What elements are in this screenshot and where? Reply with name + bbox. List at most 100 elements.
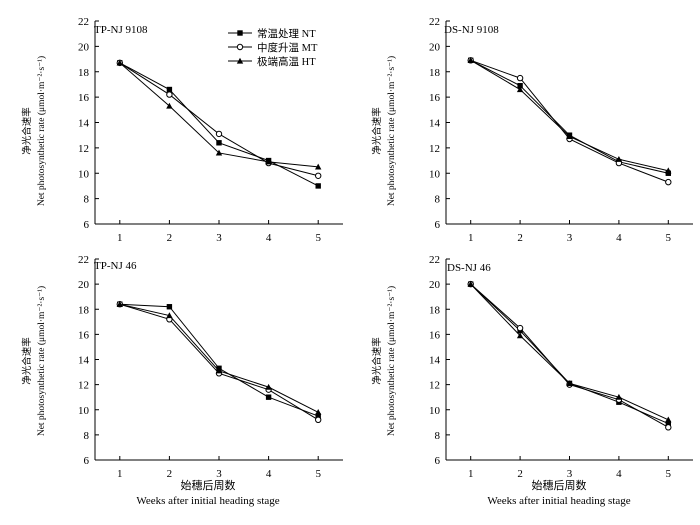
- panel-title: TP-NJ 46: [94, 260, 137, 272]
- series-square: [468, 57, 671, 176]
- triangle-marker: [516, 332, 524, 339]
- y-tick-label: 12: [78, 143, 89, 155]
- triangle-marker: [566, 380, 573, 386]
- square-marker: [665, 420, 671, 427]
- legend-item-mt: 中度升温 MT: [228, 41, 318, 54]
- triangle-marker: [665, 167, 672, 174]
- legend-label: 常温处理 NT: [257, 27, 316, 40]
- circle-marker: [516, 324, 524, 332]
- y-tick-label: 18: [78, 304, 90, 316]
- x-tick-label: 2: [517, 468, 523, 480]
- triangle-marker: [116, 300, 123, 307]
- series-line: [119, 303, 319, 417]
- square-marker: [265, 394, 272, 400]
- series-line: [119, 303, 319, 413]
- circle-marker: [215, 130, 223, 138]
- y-tick-label: 20: [78, 279, 90, 291]
- triangle-marker: [615, 393, 623, 400]
- x-axis-label-en: Weeks after initial heading stage: [136, 495, 279, 507]
- series-triangle: [116, 300, 322, 415]
- y-tick-label: 10: [78, 405, 90, 417]
- square-marker: [517, 83, 523, 89]
- x-tick-label: 4: [616, 232, 622, 244]
- y-tick-label: 14: [429, 118, 441, 130]
- triangle-marker: [116, 59, 123, 66]
- y-tick-label: 18: [78, 67, 90, 79]
- x-tick-label: 3: [216, 232, 222, 244]
- y-tick-label: 14: [78, 118, 90, 130]
- circle-marker: [315, 416, 322, 423]
- square-marker: [216, 140, 222, 146]
- series-line: [470, 283, 669, 421]
- y-tick-label: 8: [435, 430, 441, 442]
- y-tick-label: 20: [78, 41, 90, 53]
- x-tick-label: 4: [616, 468, 622, 480]
- series-line: [470, 283, 669, 425]
- y-tick-label: 16: [429, 92, 441, 104]
- x-tick-label: 1: [468, 232, 474, 244]
- x-tick-label: 2: [167, 468, 173, 480]
- triangle-marker: [166, 102, 173, 109]
- y-tick-label: 16: [429, 329, 441, 341]
- y-axis-label-cn: 净光合速率: [371, 337, 383, 385]
- y-tick-label: 20: [429, 279, 441, 291]
- square-marker: [315, 183, 321, 189]
- circle-marker-icon: [236, 43, 244, 51]
- x-axis-label-en: Weeks after initial heading stage: [487, 495, 630, 507]
- y-tick-label: 22: [78, 16, 89, 28]
- square-marker-icon: [237, 30, 243, 36]
- triangle-marker: [315, 163, 322, 170]
- triangle-marker: [215, 367, 223, 374]
- y-axis-label-cn: 净光合速率: [371, 107, 383, 155]
- triangle-marker: [315, 408, 322, 415]
- y-tick-label: 18: [429, 304, 441, 316]
- triangle-marker: [516, 86, 524, 93]
- y-tick-label: 12: [78, 380, 89, 392]
- legend-item-nt: 常温处理 NT: [228, 27, 316, 40]
- x-tick-label: 3: [567, 468, 573, 480]
- triangle-marker: [265, 383, 272, 390]
- y-axis-label-en: Net photosynthetic rate (μmol·m⁻²·s⁻¹): [386, 56, 397, 206]
- x-tick-label: 4: [266, 468, 272, 480]
- x-tick-label: 1: [117, 232, 123, 244]
- y-axis-label: 净光合速率 Net photosynthetic rate (μmol·m⁻²·…: [21, 286, 47, 436]
- y-tick-label: 6: [435, 455, 441, 467]
- legend: 常温处理 NT 中度升温 MT 极端高温 HT: [228, 27, 318, 68]
- x-tick-label: 5: [666, 468, 672, 480]
- y-tick-label: 6: [84, 455, 90, 467]
- circle-marker: [665, 424, 672, 431]
- y-tick-label: 8: [84, 194, 90, 206]
- x-tick-label: 5: [666, 232, 672, 244]
- panel-title: TP-NJ 9108: [94, 24, 148, 36]
- panel-title: DS-NJ 46: [447, 262, 491, 274]
- chart-panel-tp-nj-9108: TP-NJ 9108 净光合速率 Net photosynthetic rate…: [21, 16, 343, 244]
- y-tick-label: 22: [429, 16, 440, 28]
- legend-item-ht: 极端高温 HT: [228, 55, 316, 68]
- chart-panel-ds-nj-46: DS-NJ 46 净光合速率 Net photosynthetic rate (…: [371, 254, 693, 507]
- y-tick-label: 6: [84, 219, 90, 231]
- triangle-marker: [215, 149, 223, 156]
- y-tick-label: 22: [78, 254, 89, 266]
- legend-label: 极端高温 HT: [257, 55, 316, 68]
- triangle-marker: [566, 133, 573, 140]
- series-circle: [116, 301, 322, 423]
- circle-marker: [665, 178, 672, 186]
- y-tick-label: 22: [429, 254, 440, 266]
- triangle-marker: [665, 416, 672, 423]
- x-axis-label: 始穗后周数 Weeks after initial heading stage: [136, 478, 279, 507]
- series-triangle: [116, 59, 322, 170]
- x-tick-label: 1: [468, 468, 474, 480]
- x-tick-label: 5: [315, 232, 321, 244]
- square-marker: [315, 413, 321, 419]
- legend-label: 中度升温 MT: [257, 41, 318, 54]
- x-tick-label: 3: [567, 232, 573, 244]
- circle-marker: [166, 91, 173, 98]
- series-line: [119, 303, 319, 421]
- series-triangle: [467, 57, 672, 174]
- y-tick-label: 6: [435, 219, 441, 231]
